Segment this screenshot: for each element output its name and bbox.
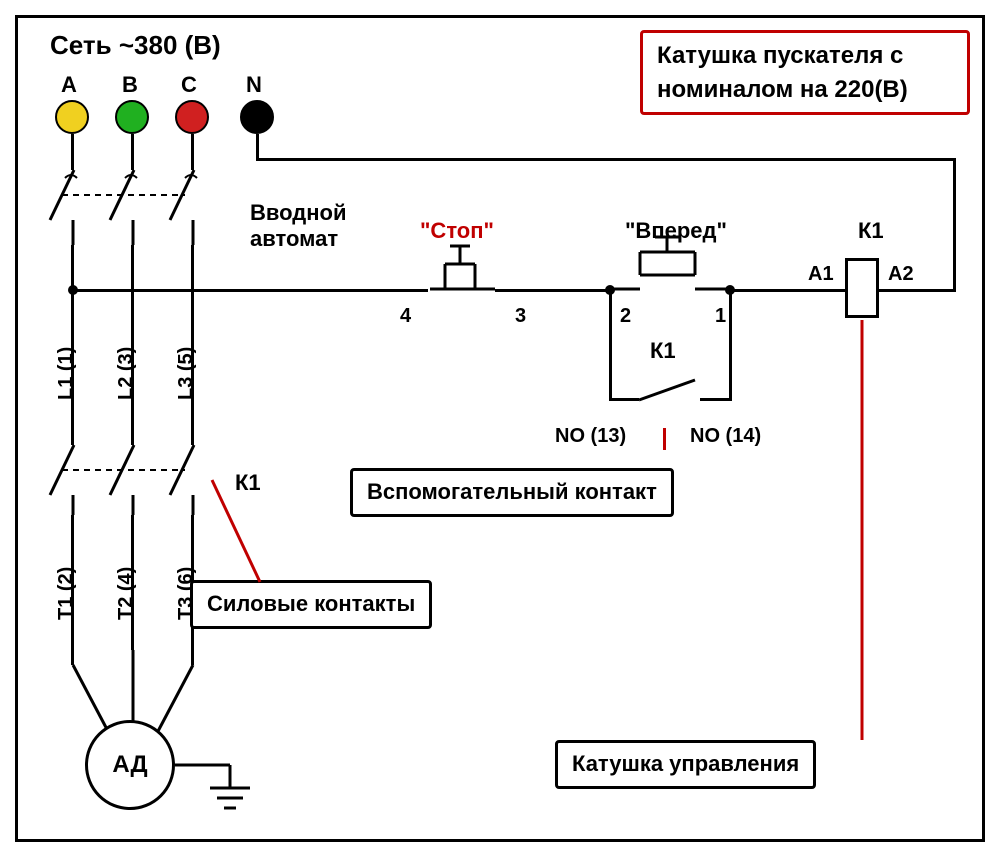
callout-lines [0,0,1000,857]
